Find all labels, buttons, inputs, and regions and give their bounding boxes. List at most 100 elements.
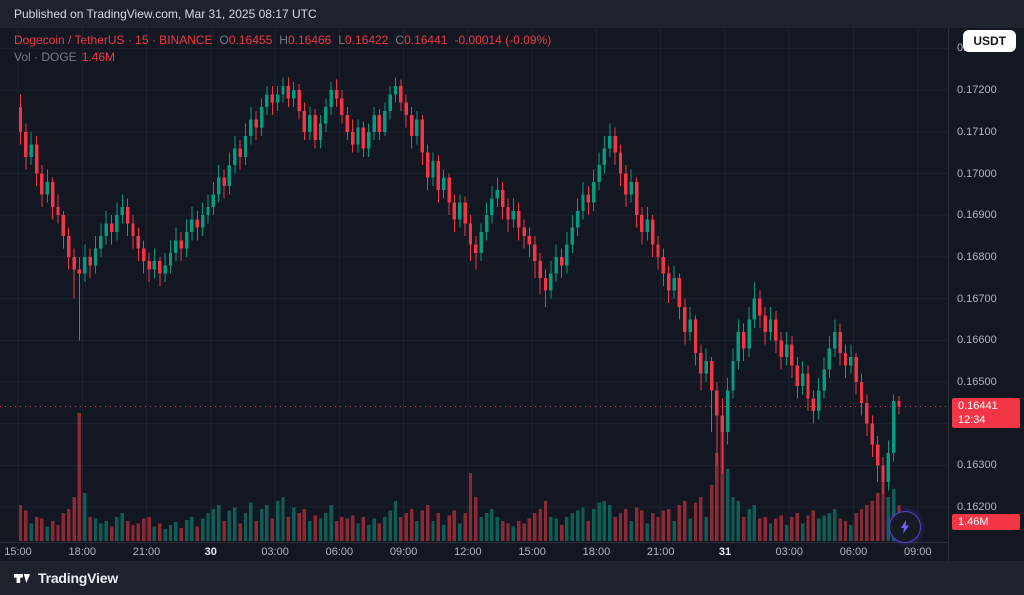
volume-bar	[136, 523, 141, 541]
price-tick-label: 0.17200	[957, 84, 997, 97]
currency-toggle-button[interactable]: USDT	[963, 30, 1016, 52]
volume-bar	[292, 507, 296, 541]
volume-bar	[474, 497, 478, 541]
candle-body	[34, 144, 39, 174]
price-tick-label: 0.16600	[957, 334, 997, 347]
volume-bar	[468, 473, 473, 541]
volume-bar	[72, 497, 76, 541]
volume-bar	[506, 523, 510, 541]
volume-bar	[308, 521, 312, 541]
candle-body	[704, 361, 708, 374]
candle-body	[388, 94, 392, 111]
volume-bar	[736, 501, 740, 541]
candle-body	[608, 136, 612, 149]
volume-bar	[699, 497, 703, 541]
volume-bar	[581, 507, 585, 541]
change-value: -0.00014 (-0.09%)	[454, 32, 552, 47]
candle-body	[442, 177, 446, 191]
volume-bar	[345, 518, 349, 541]
candle-body	[490, 198, 494, 216]
candle-body	[822, 369, 826, 391]
volume-bar	[511, 526, 515, 541]
candle-body	[222, 177, 226, 186]
candle-body	[200, 215, 205, 228]
candle-body	[152, 261, 157, 270]
candle-body	[329, 90, 333, 107]
volume-bar	[238, 523, 242, 541]
candle-body	[259, 106, 264, 128]
candle-body	[340, 98, 344, 116]
low-value: 0.16422	[345, 32, 389, 47]
candle-body	[495, 190, 499, 199]
candle-wick	[73, 248, 75, 299]
volume-bar	[602, 501, 607, 541]
candle-body	[500, 190, 505, 207]
candle-body	[699, 352, 703, 374]
candle-body	[790, 344, 794, 366]
volume-bar	[297, 513, 301, 541]
close-value: 0.16441	[404, 32, 448, 47]
candle-body	[120, 206, 124, 216]
price-tick-label: 0.16300	[957, 459, 997, 472]
boost-button[interactable]	[889, 511, 921, 543]
candle-body	[131, 223, 135, 237]
volume-bar	[629, 521, 633, 541]
candle-body	[892, 400, 896, 453]
volume-bar	[575, 510, 580, 541]
tradingview-brand-text[interactable]: TradingView	[38, 570, 119, 586]
volume-bar	[811, 510, 815, 541]
candle-body	[581, 194, 585, 212]
volume-bar	[709, 485, 714, 541]
volume-bar	[859, 509, 864, 541]
candle-body	[195, 219, 199, 228]
candle-body	[474, 244, 478, 253]
candle-body	[506, 206, 510, 220]
candle-body	[650, 219, 655, 245]
candle-body	[484, 215, 489, 232]
candle-body	[72, 256, 76, 270]
volume-bar	[538, 509, 542, 541]
candle-body	[640, 215, 644, 232]
candlestick-chart[interactable]	[0, 28, 948, 542]
open-value: 0.16455	[228, 32, 273, 47]
candle-body	[104, 223, 108, 237]
volume-bar	[624, 509, 628, 541]
candle-body	[752, 298, 757, 320]
volume-bar	[265, 505, 269, 541]
candle-body	[843, 352, 848, 366]
candle-body	[99, 236, 103, 249]
candle-body	[168, 252, 173, 266]
candle-body	[313, 115, 317, 141]
candle-body	[849, 357, 853, 366]
volume-bar	[270, 518, 274, 541]
candle-body	[618, 152, 623, 174]
volume-bar	[634, 507, 639, 541]
candle-body	[179, 240, 183, 249]
volume-bar	[800, 523, 805, 541]
time-axis[interactable]: 15:00 18:00 21:00 30 03:00 06:00 09:00 12:00 15:…	[0, 542, 948, 561]
candle-body	[533, 244, 537, 262]
candle-body	[217, 177, 221, 195]
symbol-title[interactable]: Dogecoin / TetherUS · 15 · BINANCE	[14, 32, 213, 47]
volume-bar	[147, 517, 151, 541]
volume-bar	[211, 509, 216, 541]
volume-bar	[608, 505, 612, 541]
volume-bar	[217, 505, 221, 541]
tradingview-logo-icon[interactable]	[13, 571, 31, 586]
volume-bar	[420, 510, 424, 541]
volume-bar	[742, 517, 746, 541]
time-tick-label: 09:00	[389, 546, 418, 558]
volume-bar	[104, 521, 108, 541]
candle-body	[661, 256, 665, 274]
chart-container[interactable]: Dogecoin / TetherUS · 15 · BINANCE O 0.16…	[0, 28, 1024, 561]
legend-volume-row: Vol · DOGE 1.46M	[14, 48, 551, 65]
volume-bar	[484, 513, 489, 541]
candle-body	[115, 215, 119, 232]
volume-bar	[115, 517, 119, 541]
candle-body	[629, 181, 633, 195]
volume-bar	[77, 413, 82, 541]
price-axis[interactable]: 0.16441 12:34 1.46M 0.173000.172000.1710…	[948, 28, 1024, 561]
footer-bar: TradingView	[0, 561, 1024, 595]
high-value: 0.16466	[287, 32, 332, 47]
volume-bar	[463, 513, 467, 541]
